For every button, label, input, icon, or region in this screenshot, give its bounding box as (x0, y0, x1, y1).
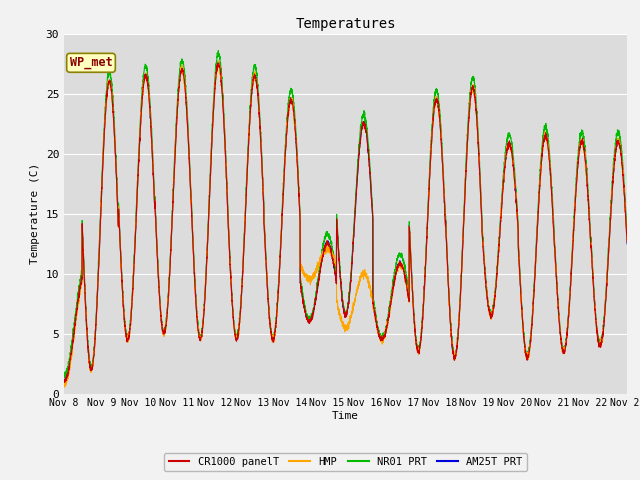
Text: WP_met: WP_met (70, 56, 113, 69)
X-axis label: Time: Time (332, 411, 359, 421)
Y-axis label: Temperature (C): Temperature (C) (30, 163, 40, 264)
Legend: CR1000 panelT, HMP, NR01 PRT, AM25T PRT: CR1000 panelT, HMP, NR01 PRT, AM25T PRT (164, 453, 527, 471)
Title: Temperatures: Temperatures (295, 17, 396, 31)
